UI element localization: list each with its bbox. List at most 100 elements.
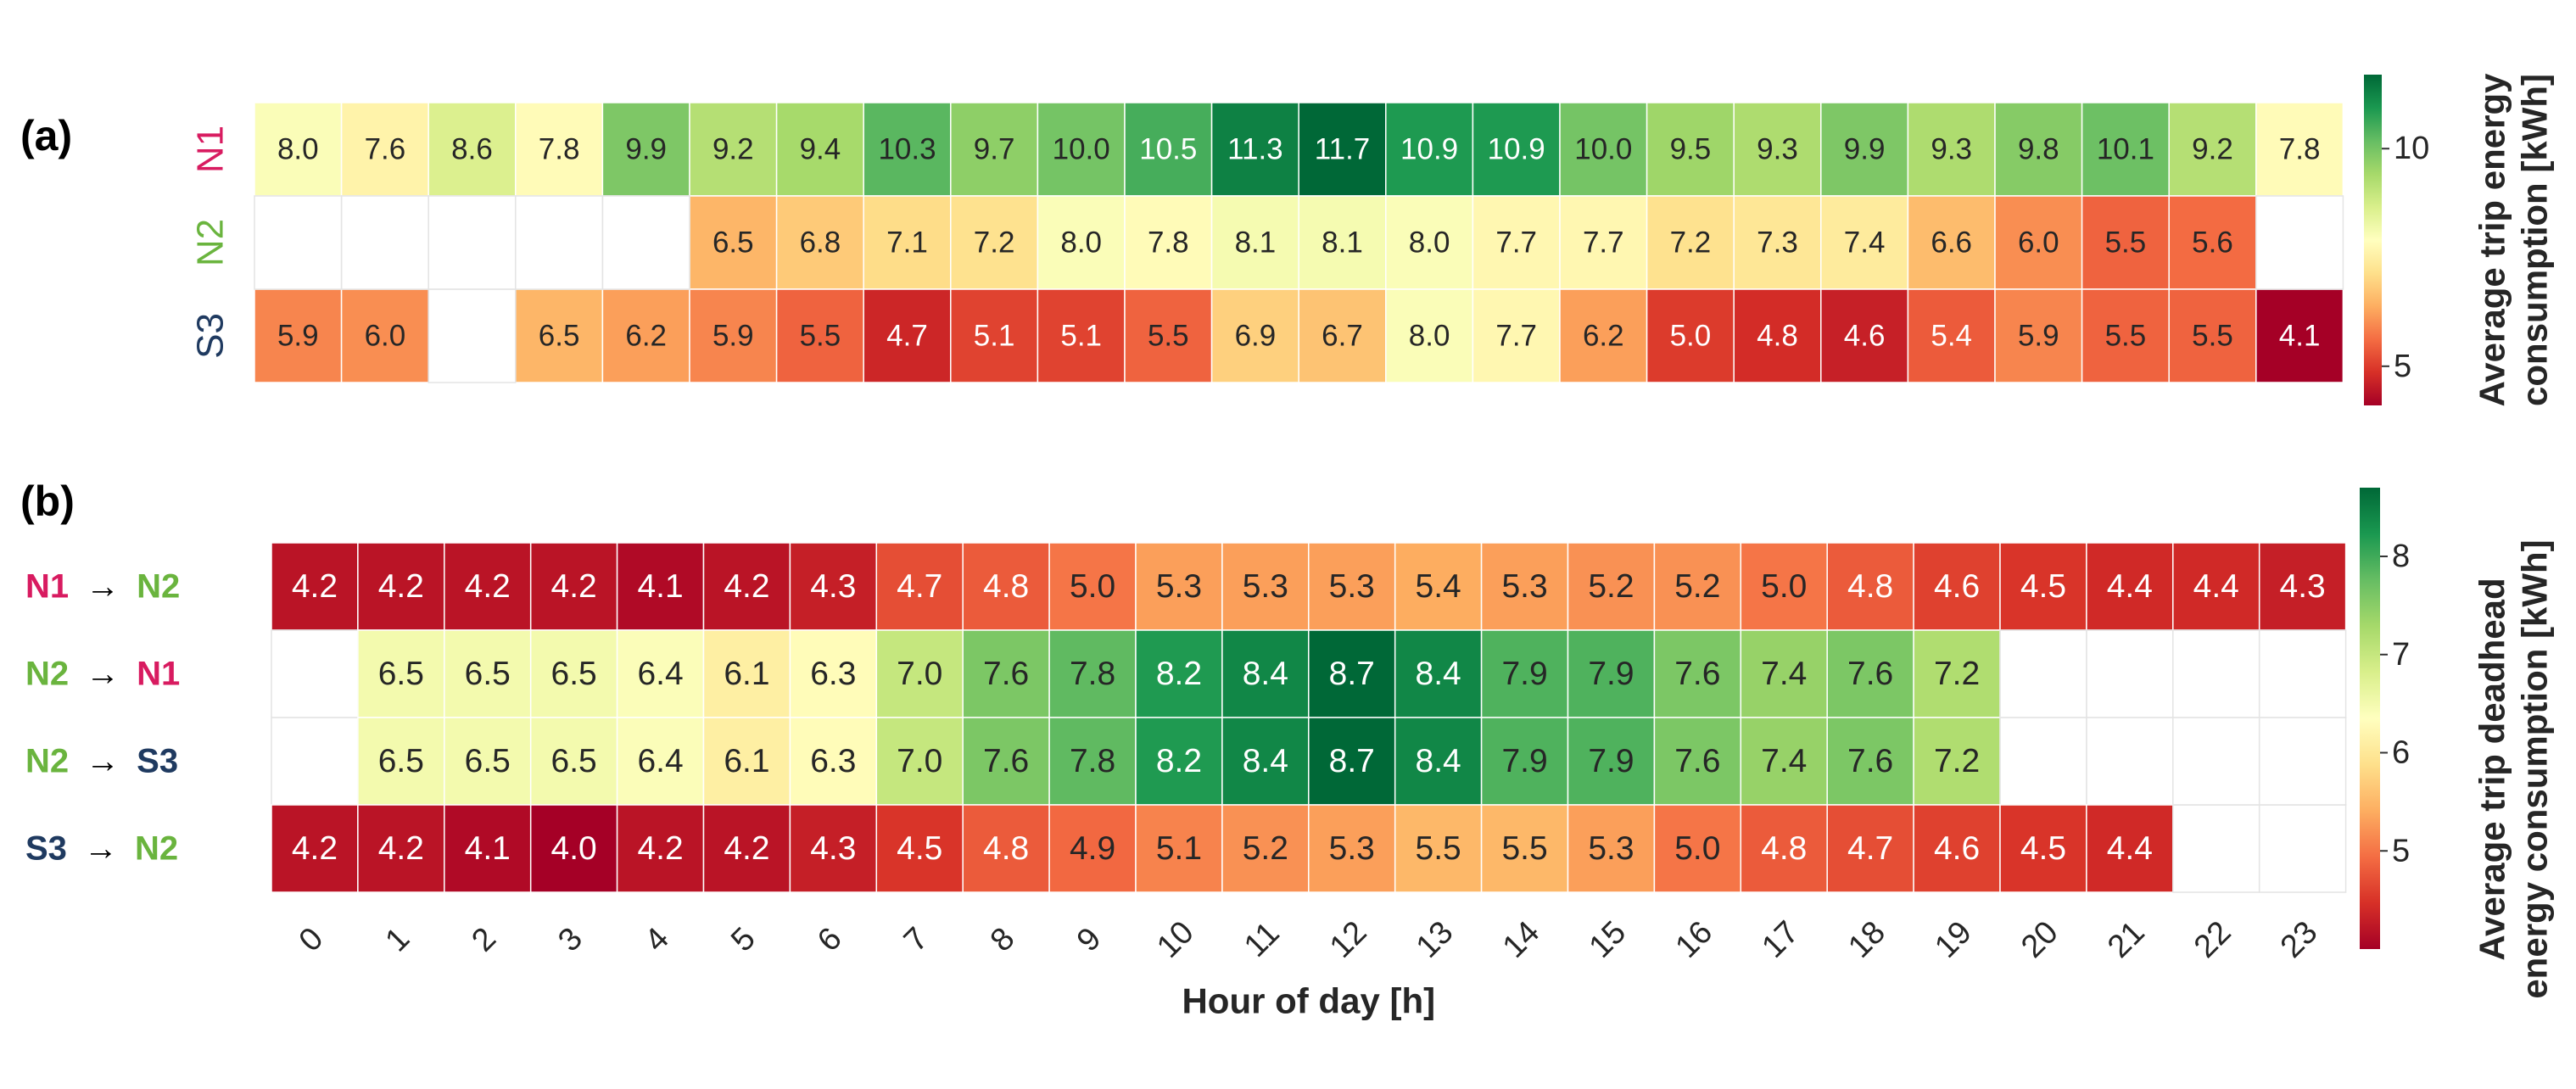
heatmap-cell xyxy=(2258,542,2347,631)
heatmap-cell xyxy=(1048,629,1137,718)
cell-value-label: 4.2 xyxy=(724,568,769,605)
heatmap-cell xyxy=(863,102,952,197)
heatmap-cell xyxy=(515,288,604,383)
heatmap-cell xyxy=(1826,629,1914,718)
colorbar-tick-label: 6 xyxy=(2392,735,2410,771)
heatmap-cell xyxy=(962,804,1050,893)
x-tick-label: 17 xyxy=(1755,914,1806,965)
cell-value-label: 7.6 xyxy=(1847,656,1893,692)
heatmap-cell xyxy=(689,288,778,383)
heatmap-cell xyxy=(2081,102,2170,197)
heatmap-cell xyxy=(1994,102,2083,197)
heatmap-cell xyxy=(1820,102,1909,197)
route-origin: N1 xyxy=(25,568,69,606)
cell-value-label: 7.8 xyxy=(539,133,580,166)
cell-value-label: 9.3 xyxy=(1931,133,1972,166)
heatmap-cell xyxy=(1740,804,1828,893)
heatmap-cell xyxy=(427,102,517,197)
colorbar-tick-label: 5 xyxy=(2392,833,2410,868)
heatmap-cell xyxy=(702,717,791,806)
heatmap-cell xyxy=(271,804,359,893)
cell-value-label: 9.2 xyxy=(712,133,754,166)
cell-value-label: 8.1 xyxy=(1235,226,1277,260)
heatmap-cell xyxy=(1733,288,1822,383)
cell-value-label: 7.8 xyxy=(1148,226,1189,260)
colorbar-tick-label: 8 xyxy=(2392,539,2410,574)
cell-value-label: 10.9 xyxy=(1488,133,1545,166)
x-tick-label: 15 xyxy=(1583,914,1634,965)
heatmap-cell xyxy=(1385,102,1474,197)
cell-value-label: 7.8 xyxy=(2279,133,2321,166)
heatmap-cell xyxy=(357,804,445,893)
heatmap-empty-cell xyxy=(2255,195,2344,290)
cell-value-label: 4.3 xyxy=(810,568,856,605)
heatmap-cell xyxy=(962,629,1050,718)
cell-value-label: 5.5 xyxy=(800,320,841,353)
heatmap-cell xyxy=(1135,804,1223,893)
cell-value-label: 5.0 xyxy=(1761,568,1807,605)
cell-value-label: 5.5 xyxy=(2105,226,2147,260)
heatmap-cell xyxy=(1740,717,1828,806)
cell-value-label: 6.3 xyxy=(810,656,856,692)
cell-value-label: 6.3 xyxy=(810,743,856,779)
x-tick-label: 3 xyxy=(551,921,590,959)
cell-value-label: 7.6 xyxy=(1674,743,1720,779)
heatmap-cell xyxy=(616,717,705,806)
cell-value-label: 9.4 xyxy=(800,133,841,166)
cell-value-label: 4.8 xyxy=(983,568,1029,605)
cell-value-label: 7.2 xyxy=(1670,226,1712,260)
cell-value-label: 4.3 xyxy=(2280,568,2326,605)
cell-value-label: 4.6 xyxy=(1934,568,1980,605)
cell-value-label: 7.8 xyxy=(1070,743,1115,779)
x-tick-label: 6 xyxy=(811,921,849,959)
cell-value-label: 9.2 xyxy=(2192,133,2233,166)
heatmap-empty-cell xyxy=(2172,717,2260,806)
heatmap-cell xyxy=(1907,288,1996,383)
cell-value-label: 4.2 xyxy=(292,830,338,867)
heatmap-cell xyxy=(1480,629,1569,718)
cell-value-label: 5.5 xyxy=(1416,830,1461,867)
x-tick-label: 10 xyxy=(1150,914,1201,965)
cell-value-label: 4.2 xyxy=(637,830,683,867)
heatmap-cell xyxy=(962,717,1050,806)
cell-value-label: 4.2 xyxy=(378,830,424,867)
heatmap-cell xyxy=(1646,288,1735,383)
route-label: N1 → N2 xyxy=(25,568,180,606)
heatmap-cell xyxy=(1385,288,1474,383)
heatmap-cell xyxy=(875,804,964,893)
cell-value-label: 8.4 xyxy=(1416,656,1461,692)
cell-value-label: 8.7 xyxy=(1329,743,1375,779)
cell-value-label: 5.9 xyxy=(277,320,319,353)
heatmap-cell xyxy=(2086,804,2174,893)
cell-value-label: 7.4 xyxy=(1761,743,1807,779)
heatmap-cell xyxy=(1826,804,1914,893)
cell-value-label: 4.5 xyxy=(2020,830,2066,867)
heatmap-cell xyxy=(357,542,445,631)
cell-value-label: 4.8 xyxy=(983,830,1029,867)
cell-value-label: 7.6 xyxy=(983,743,1029,779)
heatmap-cell xyxy=(2172,542,2260,631)
cell-value-label: 5.1 xyxy=(1156,830,1202,867)
cell-value-label: 6.5 xyxy=(465,743,511,779)
cell-value-label: 7.2 xyxy=(974,226,1015,260)
cell-value-label: 5.2 xyxy=(1243,830,1288,867)
cell-value-label: 6.5 xyxy=(378,743,424,779)
heatmap-cell xyxy=(1913,717,2001,806)
cell-value-label: 6.5 xyxy=(378,656,424,692)
heatmap-cell xyxy=(2168,195,2257,290)
cell-value-label: 5.9 xyxy=(712,320,754,353)
heatmap-empty-cell xyxy=(1999,629,2087,718)
heatmap-cell xyxy=(616,804,705,893)
heatmap-cell xyxy=(689,102,778,197)
heatmap-cell xyxy=(1999,542,2087,631)
cell-value-label: 4.2 xyxy=(551,568,597,605)
heatmap-cell xyxy=(1048,717,1137,806)
heatmap-cell xyxy=(2255,288,2344,383)
cell-value-label: 4.2 xyxy=(465,568,511,605)
cell-value-label: 8.2 xyxy=(1156,743,1202,779)
route-origin: N2 xyxy=(25,743,69,780)
cell-value-label: 5.5 xyxy=(2192,320,2233,353)
heatmap-cell xyxy=(775,288,864,383)
cell-value-label: 8.0 xyxy=(1409,320,1450,353)
heatmap-cell xyxy=(1653,542,1742,631)
